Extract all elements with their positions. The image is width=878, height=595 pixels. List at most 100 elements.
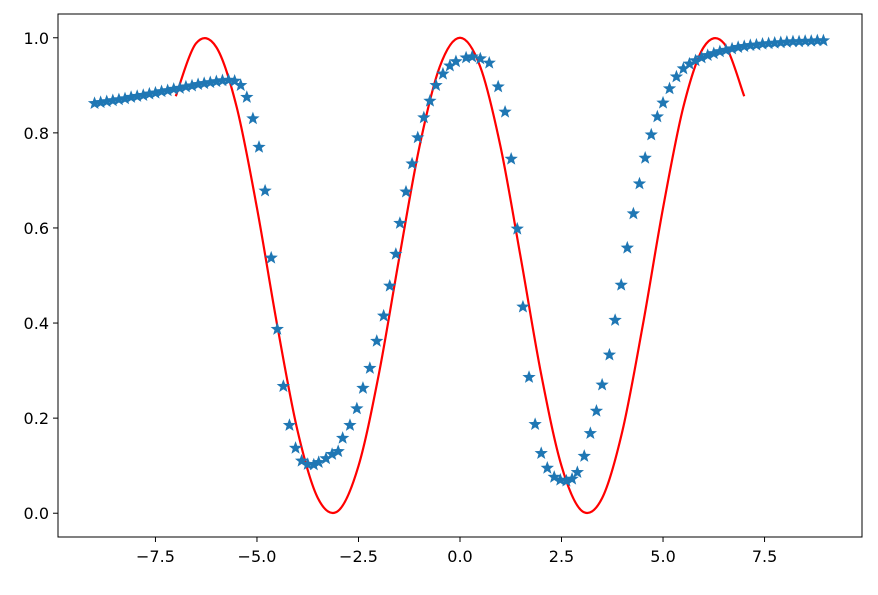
star-marker: [203, 75, 217, 89]
x-tick-label: 7.5: [752, 547, 777, 566]
star-marker: [106, 93, 120, 107]
star-marker: [436, 66, 450, 80]
star-marker: [377, 308, 391, 322]
star-marker: [608, 313, 622, 326]
star-marker: [559, 473, 574, 487]
star-marker: [656, 95, 670, 109]
star-marker: [234, 78, 248, 91]
star-marker: [498, 104, 512, 118]
star-marker: [429, 78, 443, 91]
star-marker: [662, 81, 677, 95]
y-tick-label: 0.0: [24, 504, 49, 523]
star-marker: [482, 55, 496, 69]
star-marker: [294, 453, 309, 467]
star-marker: [816, 33, 831, 47]
y-tick-label: 0.8: [24, 124, 49, 143]
x-tick-label: −2.5: [339, 547, 378, 566]
x-tick-label: 5.0: [650, 547, 675, 566]
star-marker: [383, 278, 397, 292]
star-marker: [620, 240, 634, 254]
star-marker: [130, 89, 144, 102]
star-marker: [363, 361, 377, 374]
star-marker: [583, 426, 597, 440]
star-marker: [602, 347, 617, 361]
star-marker: [227, 74, 242, 87]
star-marker: [160, 83, 175, 97]
star-marker: [87, 96, 102, 110]
star-marker: [443, 58, 457, 72]
star-marker: [792, 34, 806, 48]
x-tick-label: 2.5: [549, 547, 574, 566]
star-marker: [356, 381, 370, 394]
x-tick-label: −7.5: [136, 547, 175, 566]
star-marker: [786, 34, 800, 48]
star-marker: [540, 461, 554, 474]
y-tick-label: 0.4: [24, 314, 49, 333]
star-marker: [614, 278, 628, 291]
star-marker: [577, 449, 591, 462]
star-marker: [804, 34, 818, 47]
x-tick-label: 0.0: [447, 547, 472, 566]
star-marker: [810, 33, 824, 47]
star-marker: [307, 457, 321, 471]
star-marker: [312, 455, 326, 469]
star-marker: [191, 77, 205, 91]
star-marker: [393, 216, 407, 229]
plot-frame: [57, 13, 863, 538]
y-tick-label: 0.2: [24, 409, 49, 428]
line: [174, 36, 746, 515]
star-marker: [93, 95, 108, 109]
star-marker: [768, 36, 782, 49]
star-marker: [638, 151, 652, 164]
star-marker: [399, 184, 413, 198]
star-marker: [246, 111, 260, 125]
star-marker: [240, 90, 254, 103]
star-marker: [100, 94, 114, 108]
star-marker: [215, 73, 230, 87]
star-marker: [522, 370, 536, 383]
star-marker: [179, 79, 193, 93]
star-marker: [491, 79, 505, 93]
star-marker: [252, 140, 266, 153]
star-marker: [650, 109, 664, 123]
star-marker: [118, 91, 132, 105]
y-tick-label: 0.6: [24, 219, 49, 238]
star-marker: [528, 417, 542, 430]
star-marker: [301, 457, 315, 470]
star-marker: [798, 34, 812, 47]
star-marker: [124, 90, 138, 103]
star-marker: [343, 418, 357, 431]
star-marker: [423, 94, 437, 107]
star-marker: [676, 61, 690, 75]
star-marker: [589, 404, 604, 417]
star-marker: [282, 418, 297, 431]
star-marker: [331, 444, 345, 458]
star-marker: [459, 50, 473, 64]
star-marker: [516, 299, 530, 313]
star-marker: [449, 54, 463, 68]
star-marker: [221, 73, 236, 86]
star-marker: [737, 39, 751, 52]
star-marker: [510, 221, 524, 235]
star-marker: [411, 130, 425, 144]
star-marker: [335, 431, 350, 444]
star-marker: [270, 322, 284, 335]
star-marker: [465, 49, 479, 63]
star-marker: [209, 74, 224, 88]
x-tick-label: −5.0: [238, 547, 277, 566]
y-tick-label: 1.0: [24, 29, 49, 48]
star-marker: [725, 41, 739, 55]
star-marker: [173, 81, 187, 94]
star-marker: [197, 76, 211, 90]
star-marker: [370, 334, 384, 347]
star-marker: [761, 36, 776, 50]
star-marker: [148, 85, 163, 99]
star-marker: [743, 38, 757, 52]
star-marker: [749, 37, 764, 51]
star-marker: [319, 451, 333, 465]
star-marker: [264, 250, 278, 264]
star-marker: [553, 472, 567, 486]
star-marker: [626, 206, 641, 220]
star-marker: [632, 176, 647, 190]
star-marker: [185, 78, 199, 92]
